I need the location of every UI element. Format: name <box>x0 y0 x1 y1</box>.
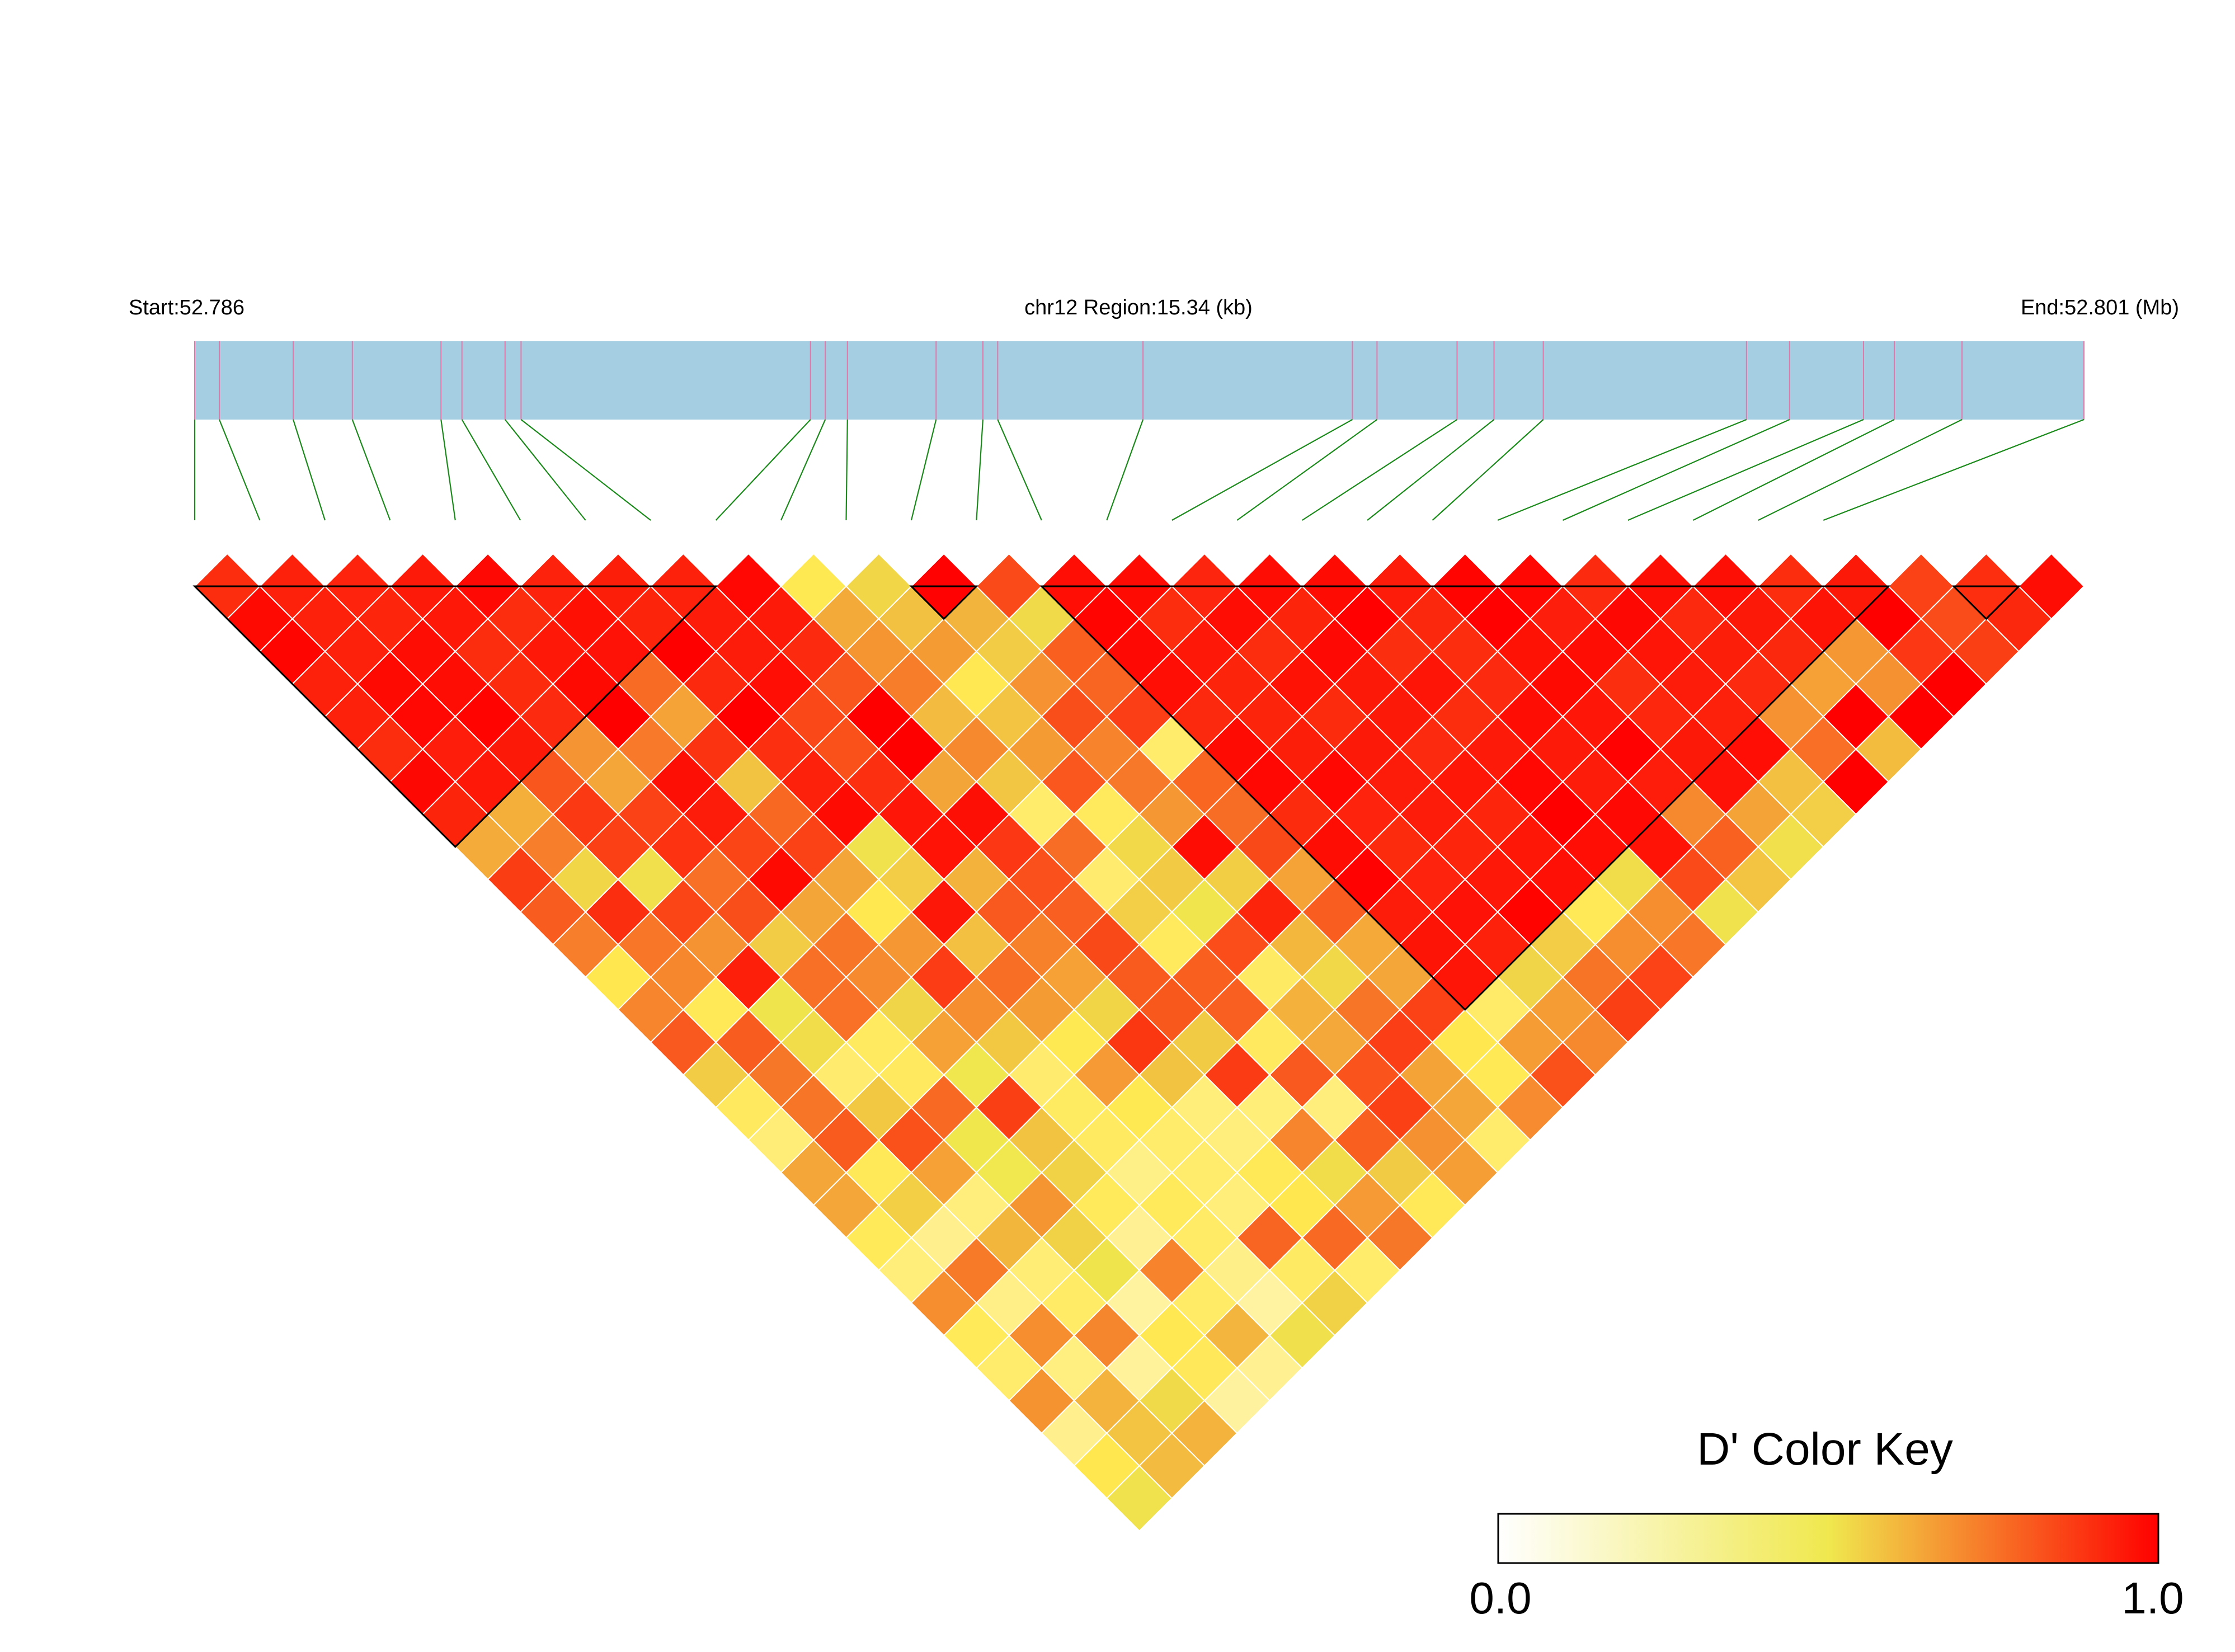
snp-connector <box>845 419 848 521</box>
snp-connector <box>1823 418 2085 521</box>
snp-connector <box>1562 418 1790 521</box>
chromosome-region-track <box>195 341 2084 420</box>
snp-connector <box>997 419 1042 521</box>
region-label: chr12 Region:15.34 (kb) <box>1024 296 1253 319</box>
snp-connector <box>520 419 651 521</box>
snp-connector <box>780 419 826 521</box>
color-key-bar <box>1497 1513 2159 1564</box>
snp-connector <box>715 419 811 521</box>
snp-connector <box>461 419 521 521</box>
color-key-min-label: 0.0 <box>1469 1573 1531 1623</box>
snp-connector <box>440 419 456 521</box>
snp-connector-lines <box>194 418 2085 521</box>
snp-connector <box>293 419 326 521</box>
ld-cells <box>194 553 2085 1532</box>
snp-connector <box>1302 419 1458 521</box>
ld-cell <box>2018 553 2085 620</box>
snp-connector <box>1106 419 1144 521</box>
snp-connector <box>1497 418 1747 521</box>
ld-block-outline <box>192 585 718 848</box>
ld-block-outlines <box>192 585 2021 1011</box>
snp-connector <box>976 419 984 521</box>
snp-connector <box>1367 419 1495 521</box>
snp-connector <box>1758 419 1963 521</box>
snp-connector <box>1432 419 1544 521</box>
ld-block-outline <box>1039 585 1891 1011</box>
snp-connector <box>219 419 261 521</box>
color-key-title: D' Color Key <box>1697 1424 1953 1475</box>
start-label: Start:52.786 <box>129 296 244 319</box>
end-label: End:52.801 (Mb) <box>2021 296 2179 319</box>
ld-block-outline <box>1951 585 2021 620</box>
snp-connector <box>1236 419 1378 521</box>
snp-connector <box>1692 419 1895 521</box>
snp-connector <box>351 419 391 521</box>
snp-connector <box>1171 419 1353 521</box>
snp-position-ticks <box>194 341 2085 420</box>
snp-connector <box>1627 418 1864 521</box>
ld-block-outline <box>909 585 979 620</box>
snp-connector <box>910 419 937 521</box>
color-key-max-label: 1.0 <box>2121 1573 2184 1623</box>
snp-connector <box>504 419 586 521</box>
